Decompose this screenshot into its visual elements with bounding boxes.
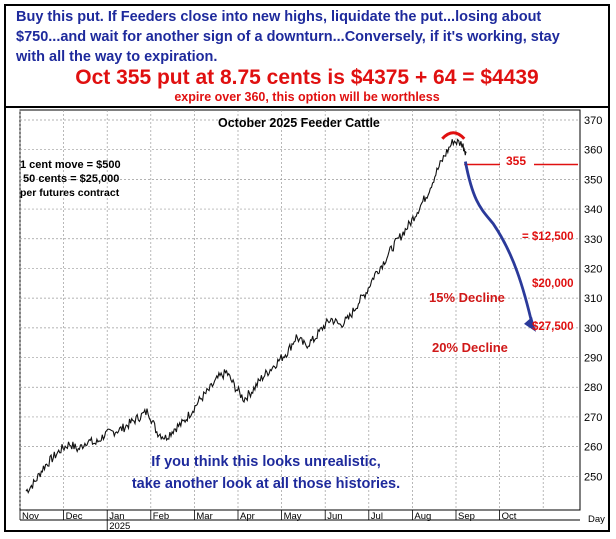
peak-arc (441, 131, 466, 140)
header-line-1: Buy this put. If Feeders close into new … (16, 9, 542, 25)
y-tick-label: 250 (584, 471, 602, 483)
x-tick-label: Jul (371, 511, 383, 522)
y-tick-label: 360 (584, 145, 602, 157)
y-tick-label: 300 (584, 323, 602, 335)
header-line-3: with all the way to expiration. (16, 49, 218, 65)
x-tick-label: Sep (458, 511, 475, 522)
y-tick-label: 290 (584, 353, 602, 365)
x-tick-label: Oct (502, 511, 517, 522)
y-tick-label: 260 (584, 442, 602, 454)
y-tick-label: 340 (584, 204, 602, 216)
headline: Oct 355 put at 8.75 cents is $4375 + 64 … (75, 66, 539, 89)
contract-note-line-3: per futures contract (20, 187, 120, 199)
x-axis-end-label: Day (588, 514, 605, 525)
projection-arrow (463, 161, 535, 329)
plot-area (19, 109, 581, 511)
year-label: 2025 (109, 521, 130, 530)
footer-line-2: take another look at all those histories… (131, 476, 401, 492)
contract-note-line-2: 50 cents = $25,000 (20, 173, 120, 185)
x-tick-label: Jun (327, 511, 342, 522)
x-tick-label: Nov (22, 511, 39, 522)
x-tick-label: Feb (153, 511, 169, 522)
gain-label-2: $20,000 (532, 278, 574, 290)
gain-label-1: = $12,500 (522, 231, 574, 243)
price-chart: 250 260 270 280 290 300 310 320 330 340 350 360 370 N… (19, 109, 605, 530)
x-tick-label: Apr (240, 511, 255, 522)
gain-label-3: $27,500 (532, 321, 574, 333)
y-tick-label: 330 (584, 234, 602, 246)
x-tick-label: May (284, 511, 302, 522)
header-panel: Buy this put. If Feeders close into new … (6, 6, 608, 108)
y-tick-label: 370 (584, 115, 602, 127)
header-divider (6, 106, 608, 108)
subhead: expire over 360, this option will be wor… (174, 90, 440, 104)
decline-label-15: 15% Decline (429, 290, 505, 305)
contract-note: 1 cent move = $500 50 cents = $25,000 pe… (20, 158, 121, 200)
y-tick-label: 280 (584, 382, 602, 394)
chart-title: October 2025 Feeder Cattle (218, 116, 380, 130)
footer-line-1: If you think this looks unrealistic, (151, 454, 381, 470)
x-tick-label: Jan (109, 511, 124, 522)
y-tick-label: 270 (584, 412, 602, 424)
x-tick-label: Mar (196, 511, 212, 522)
chart-frame: Buy this put. If Feeders close into new … (4, 4, 610, 532)
x-tick-label: Aug (414, 511, 431, 522)
y-tick-label: 310 (584, 293, 602, 305)
projection-arrowhead (524, 316, 536, 332)
contract-note-line-1: 1 cent move = $500 (20, 159, 121, 171)
strike-label: 355 (506, 154, 527, 168)
decline-label-20: 20% Decline (432, 340, 508, 355)
y-tick-label: 320 (584, 263, 602, 275)
x-tick-label: Dec (66, 511, 83, 522)
y-tick-label: 350 (584, 174, 602, 186)
header-line-2: $750...and wait for another sign of a do… (16, 29, 560, 45)
price-series-line (25, 138, 467, 495)
